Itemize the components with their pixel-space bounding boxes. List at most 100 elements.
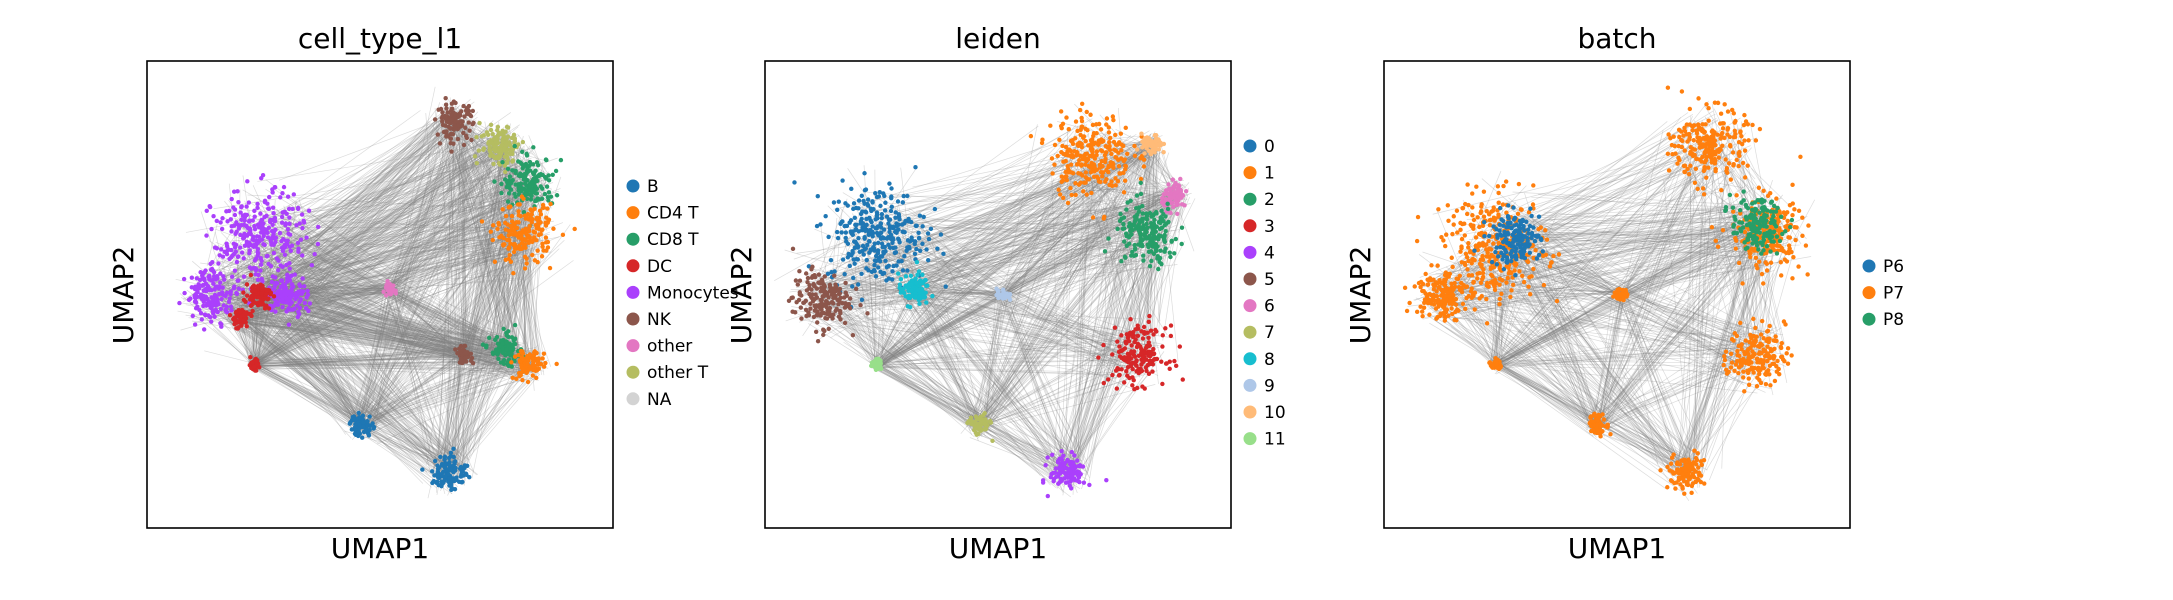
scatter-point: [209, 319, 214, 324]
graph-edge: [282, 288, 500, 352]
legend-marker: [626, 339, 640, 353]
scatter-point: [360, 413, 366, 418]
scatter-point: [889, 194, 894, 199]
graph-edge: [274, 224, 535, 359]
scatter-point: [869, 208, 874, 214]
graph-edge: [271, 242, 357, 426]
scatter-point: [541, 205, 546, 210]
scatter-point: [236, 199, 241, 205]
scatter-point: [234, 290, 239, 296]
graph-edge: [269, 153, 511, 237]
graph-edge: [225, 313, 545, 369]
scatter-point: [848, 218, 854, 223]
graph-edge: [300, 282, 469, 349]
scatter-point: [490, 237, 496, 243]
scatter-point: [510, 168, 515, 173]
scatter-point: [519, 355, 524, 360]
scatter-point: [520, 377, 525, 383]
scatter-point: [572, 226, 577, 232]
scatter-point: [529, 212, 534, 217]
scatter-point: [493, 350, 498, 355]
graph-edge: [249, 135, 501, 263]
scatter-point: [531, 172, 537, 177]
scatter-point: [553, 168, 559, 174]
scatter-point: [535, 259, 540, 265]
scatter-point: [255, 201, 260, 207]
graph-edge: [275, 281, 394, 294]
scatter-point: [486, 139, 491, 145]
scatter-point: [531, 145, 536, 150]
graph-edge: [238, 248, 257, 366]
graph-edge: [279, 113, 458, 181]
scatter-point: [920, 241, 925, 246]
scatter-point: [524, 153, 530, 158]
graph-edge: [291, 252, 530, 296]
graph-edge: [296, 196, 522, 299]
scatter-point: [301, 284, 307, 289]
scatter-point: [462, 465, 467, 471]
scatter-point: [866, 268, 871, 273]
graph-edge: [262, 313, 459, 363]
scatter-point: [886, 221, 891, 226]
graph-edge: [283, 301, 518, 371]
scatter-point: [536, 357, 541, 362]
scatter-point: [505, 157, 510, 163]
scatter-point: [500, 207, 505, 212]
graph-edge: [286, 227, 389, 294]
scatter-point: [224, 209, 229, 214]
scatter-point: [225, 248, 230, 253]
scatter-point: [526, 357, 531, 363]
graph-edge: [295, 291, 359, 433]
graph-edge: [305, 208, 529, 291]
scatter-point: [480, 342, 486, 347]
graph-edge: [281, 290, 444, 476]
scatter-point: [238, 314, 243, 319]
scatter-point: [471, 120, 476, 126]
scatter-point: [902, 254, 907, 259]
graph-edge: [265, 179, 534, 381]
scatter-point: [870, 234, 875, 239]
graph-edge: [303, 177, 533, 296]
scatter-point: [212, 245, 218, 250]
scatter-point: [234, 259, 240, 265]
scatter-point: [870, 200, 875, 205]
scatter-point: [501, 326, 506, 332]
graph-edge: [290, 288, 506, 361]
scatter-point: [221, 274, 226, 279]
legend-item: NK: [626, 310, 672, 330]
graph-edge: [213, 293, 262, 370]
scatter-point: [506, 329, 511, 334]
scatter-point: [248, 272, 254, 278]
scatter-point: [458, 113, 463, 118]
graph-edge: [289, 306, 471, 354]
legend-item: other T: [626, 363, 709, 383]
graph-edge: [288, 126, 519, 316]
scatter-point: [266, 261, 271, 267]
scatter-point: [808, 306, 813, 311]
scatter-point: [860, 209, 865, 214]
scatter-point: [506, 180, 512, 185]
graph-edge: [293, 310, 360, 419]
graph-edge: [287, 168, 538, 278]
scatter-point: [203, 312, 208, 318]
scatter-point: [505, 166, 511, 171]
graph-edge: [227, 314, 523, 377]
graph-edge: [209, 174, 528, 289]
scatter-point: [263, 227, 268, 232]
scatter-point: [812, 274, 818, 280]
scatter-point: [544, 157, 549, 163]
scatter-point: [840, 257, 846, 262]
scatter-point: [876, 233, 882, 238]
graph-edge: [220, 131, 483, 298]
scatter-point: [526, 187, 531, 193]
scatter-point: [863, 246, 869, 251]
graph-edge: [266, 188, 509, 264]
scatter-point: [442, 465, 447, 470]
graph-edge: [232, 125, 477, 293]
x-axis-label: UMAP1: [331, 532, 430, 565]
scatter-point: [243, 223, 248, 228]
scatter-point: [441, 469, 446, 474]
scatter-point: [251, 265, 256, 271]
scatter-point: [536, 232, 542, 238]
scatter-point: [281, 287, 287, 292]
